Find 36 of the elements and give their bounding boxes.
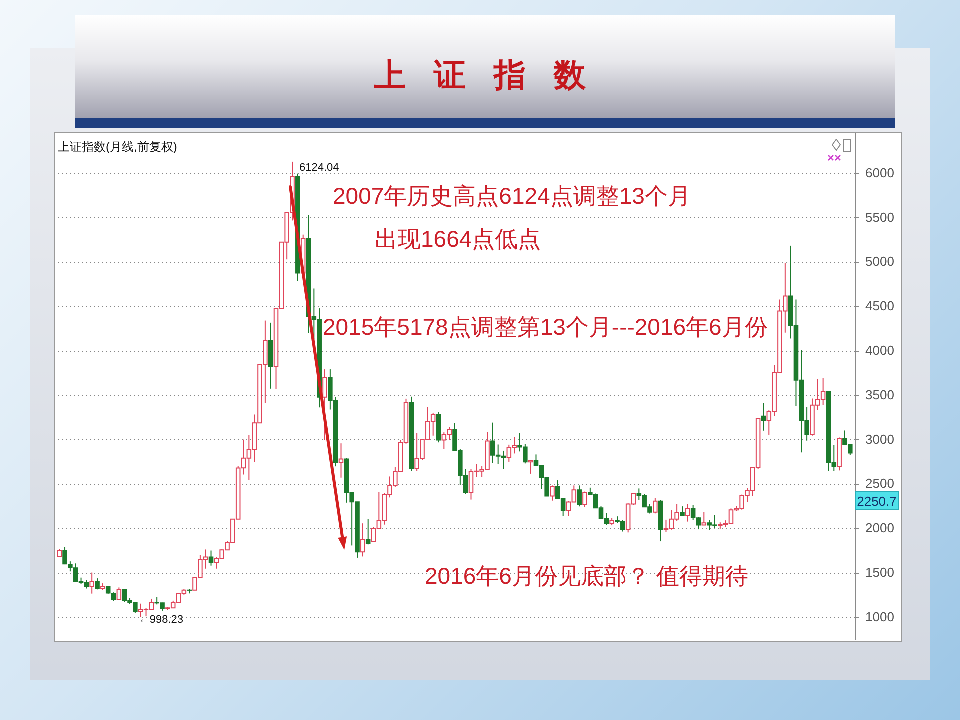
candlestick xyxy=(95,578,100,590)
candlestick xyxy=(577,485,582,508)
annotation: ←998.23 xyxy=(138,614,184,626)
y-tick-label: 2500 xyxy=(866,476,894,492)
candlestick xyxy=(528,460,534,474)
candlestick xyxy=(582,491,588,508)
y-tick-label: 5500 xyxy=(866,210,894,225)
candlestick xyxy=(680,506,685,516)
text: 上证指数(月线,前复权) xyxy=(58,140,178,154)
y-tick-label: 3500 xyxy=(866,387,894,402)
y-tick-label: 5000 xyxy=(866,254,894,270)
candlestick xyxy=(366,518,371,546)
y-tick-label: 4000 xyxy=(866,343,894,358)
candlestick xyxy=(702,512,707,526)
candlestick xyxy=(338,443,344,478)
y-tick-label: 4500 xyxy=(866,298,894,314)
annotation: 2016年6月份见底部？ 值得期待 xyxy=(425,563,748,589)
candlestick xyxy=(686,504,690,522)
candlestick xyxy=(653,498,658,514)
candlestick xyxy=(90,572,94,594)
text: 2250.7 xyxy=(855,491,899,510)
y-tick-label: 2000 xyxy=(866,520,894,536)
candlestick xyxy=(208,550,214,566)
candlestick xyxy=(761,402,766,432)
y-tick-label: 1000 xyxy=(866,609,894,624)
candlestick xyxy=(360,523,366,558)
candlestick xyxy=(116,587,122,601)
annotation: 出现1664点低点 xyxy=(375,226,542,252)
annotation: 6124.04 xyxy=(300,162,340,174)
annotation: 2007年历史高点6124点调整13个月 xyxy=(333,183,691,209)
y-tick-label: 1500 xyxy=(866,565,894,580)
candlestick xyxy=(550,485,555,502)
chart-title: 上 证 指 数 xyxy=(373,56,597,95)
y-tick-label: 3000 xyxy=(866,432,894,447)
annotation: 2015年5178点调整第13个月---2016年6月份 xyxy=(323,314,768,340)
y-tick-label: 6000 xyxy=(866,165,894,180)
